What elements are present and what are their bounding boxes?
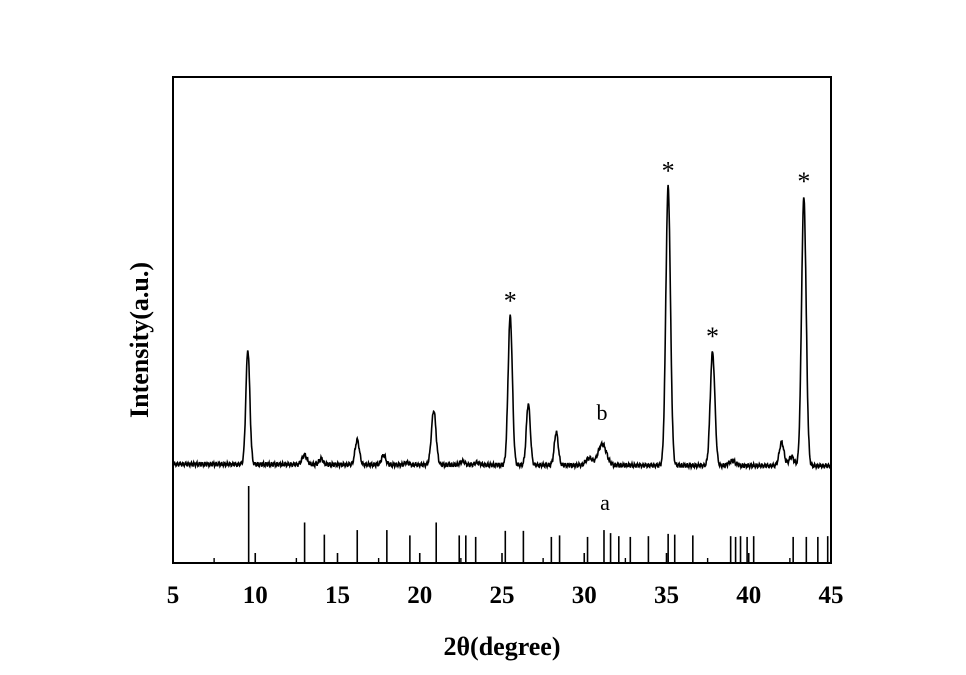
series-b-line [172, 184, 832, 471]
series-a-label: a [600, 490, 610, 515]
x-tick-label: 10 [243, 582, 268, 609]
x-tick-label: 5 [167, 582, 180, 609]
x-axis-title: 2θ(degree) [443, 632, 560, 661]
series-b-label: b [597, 400, 608, 425]
peak-star: * [706, 322, 719, 351]
peak-star: * [662, 157, 675, 186]
x-tick-label: 40 [736, 582, 761, 609]
x-axis-ticks: 5 10 15 20 25 30 35 40 45 [167, 553, 844, 609]
peak-star: * [504, 286, 517, 315]
peak-star: * [797, 167, 810, 196]
x-tick-label: 35 [654, 582, 679, 609]
x-tick-label: 30 [572, 582, 597, 609]
x-tick-label: 25 [490, 582, 515, 609]
series-a-sticks [247, 486, 829, 562]
x-tick-label: 15 [325, 582, 350, 609]
y-axis-title: Intensity(a.u.) [125, 262, 154, 418]
x-tick-label: 45 [819, 582, 844, 609]
peak-markers: * * * * [504, 157, 811, 351]
x-tick-label: 20 [407, 582, 432, 609]
plot-frame [172, 76, 832, 564]
